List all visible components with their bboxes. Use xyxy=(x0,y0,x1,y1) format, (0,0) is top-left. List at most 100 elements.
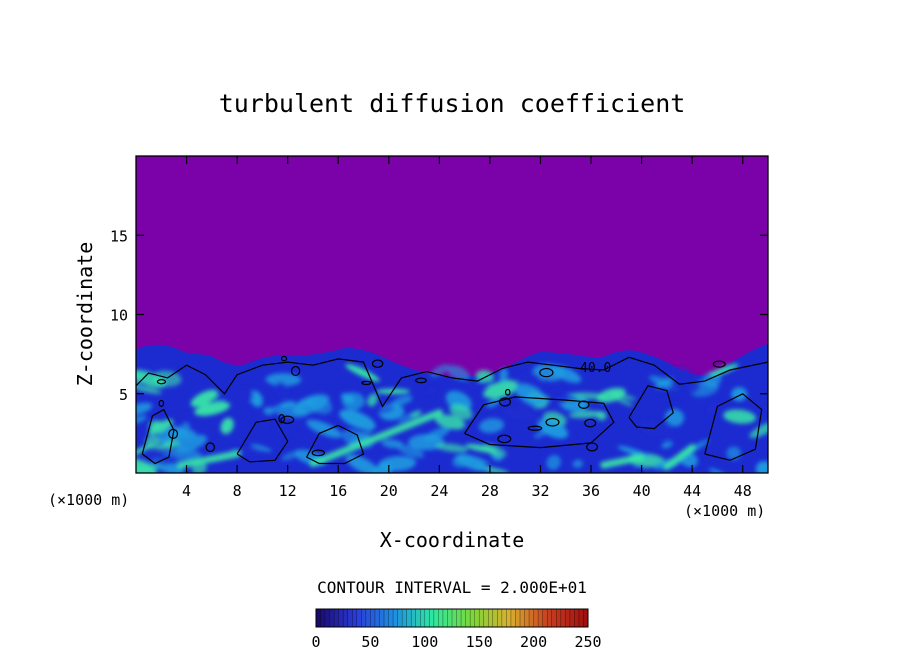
eddy-blob xyxy=(306,419,342,438)
y-axis-label: Z-coordinate xyxy=(73,242,97,387)
chart-title: turbulent diffusion coefficient xyxy=(219,89,686,118)
eddy-blob xyxy=(435,443,469,453)
eddy-blob xyxy=(572,459,584,469)
plot-area: 40.0 xyxy=(136,156,768,473)
colorbar-cell xyxy=(515,609,521,627)
colorbar-cell xyxy=(329,609,335,627)
high-value-streak xyxy=(600,453,646,469)
eddy-blob xyxy=(482,443,507,458)
x-axis-label: X-coordinate xyxy=(380,528,525,552)
colorbar-cell xyxy=(365,609,371,627)
contour-loop xyxy=(205,442,216,453)
eddy-blob xyxy=(486,398,501,408)
eddy-blob xyxy=(611,395,634,407)
colorbar-cell xyxy=(433,609,439,627)
eddy-blob xyxy=(659,397,669,403)
eddy-blob xyxy=(371,463,393,473)
x-tick-label: 24 xyxy=(430,482,448,500)
eddy-blob xyxy=(230,447,261,455)
contour-loop xyxy=(545,417,560,427)
eddy-blob xyxy=(339,409,376,431)
colorbar-cell xyxy=(547,609,553,627)
eddy-blob xyxy=(136,462,164,473)
x-tick-label: 8 xyxy=(233,482,242,500)
colorbar-cell xyxy=(574,609,580,627)
contour-loop xyxy=(158,399,165,407)
x-tick-label: 32 xyxy=(531,482,549,500)
colorbar-cell xyxy=(402,609,407,627)
contour-loop xyxy=(415,377,427,384)
eddy-blob xyxy=(220,417,234,435)
colorbar-cell xyxy=(578,609,584,627)
contour-loop xyxy=(586,442,599,452)
eddy-blob xyxy=(655,378,673,389)
eddy-blob xyxy=(426,387,436,395)
eddy-blob xyxy=(376,406,395,414)
colorbar-cell xyxy=(442,609,448,627)
contour-loop xyxy=(539,367,554,378)
eddy-blob xyxy=(345,363,380,382)
colorbar-cell xyxy=(325,609,330,627)
eddy-blob xyxy=(503,407,537,420)
eddy-blob xyxy=(596,411,607,421)
contour-line xyxy=(136,356,768,408)
eddy-blob xyxy=(537,418,569,439)
colorbar-cell xyxy=(479,609,485,627)
high-value-streak xyxy=(309,409,443,467)
contour-loop xyxy=(712,360,726,368)
y-tick-label: 5 xyxy=(119,386,128,404)
eddy-blob xyxy=(367,393,378,407)
colorbar-tick-label: 200 xyxy=(520,633,547,651)
colorbar-cell xyxy=(420,609,426,627)
eddy-blob xyxy=(749,421,768,438)
eddy-blob xyxy=(446,365,470,381)
colorbar-cell xyxy=(520,609,525,627)
eddy-blob xyxy=(723,409,756,424)
colorbar-cell xyxy=(452,609,457,627)
contour-value-label: 40.0 xyxy=(580,361,611,376)
colorbar-cell xyxy=(388,609,394,627)
eddy-blob xyxy=(434,414,466,430)
x-tick-label: 16 xyxy=(329,482,347,500)
eddy-blob xyxy=(176,434,208,452)
colorbar-tick-label: 50 xyxy=(361,633,379,651)
contour-loop xyxy=(497,434,512,444)
eddy-blob xyxy=(651,425,672,438)
contour-loop xyxy=(584,418,597,428)
eddy-blob xyxy=(533,427,553,439)
x-tick-label: 48 xyxy=(734,482,752,500)
colorbar-cell xyxy=(483,609,489,627)
eddy-blob xyxy=(709,364,739,377)
eddy-blob xyxy=(570,392,607,400)
x-tick-label: 36 xyxy=(582,482,600,500)
eddy-blob xyxy=(263,407,275,415)
colorbar-cell xyxy=(583,609,589,627)
contour-loop xyxy=(281,355,288,362)
eddy-blob xyxy=(548,388,569,405)
x-tick-label: 12 xyxy=(279,482,297,500)
colorbar-cell xyxy=(506,609,512,627)
colorbar-tick-label: 150 xyxy=(466,633,493,651)
colorbar xyxy=(315,609,589,627)
eddy-blob xyxy=(237,387,254,404)
contour-loop xyxy=(371,359,384,368)
colorbar-cell xyxy=(370,609,376,627)
colorbar-cell xyxy=(474,609,480,627)
eddy-blob xyxy=(341,392,365,411)
eddy-blob xyxy=(142,452,178,466)
colorbar-tick-label: 100 xyxy=(411,633,438,651)
colorbar-cell xyxy=(569,609,575,627)
x-tick-label: 40 xyxy=(633,482,651,500)
colorbar-cell xyxy=(488,609,494,627)
colorbar-cell xyxy=(456,609,462,627)
colorbar-cell xyxy=(347,609,353,627)
colorbar-cell xyxy=(338,609,344,627)
colorbar-cell xyxy=(529,609,534,627)
eddy-blob xyxy=(449,403,473,420)
eddy-blob xyxy=(667,379,700,398)
colorbar-cell xyxy=(316,609,321,627)
eddy-blob xyxy=(410,410,422,418)
contour-line xyxy=(628,385,674,430)
colorbar-cell xyxy=(501,609,507,627)
eddy-blob xyxy=(190,389,218,407)
